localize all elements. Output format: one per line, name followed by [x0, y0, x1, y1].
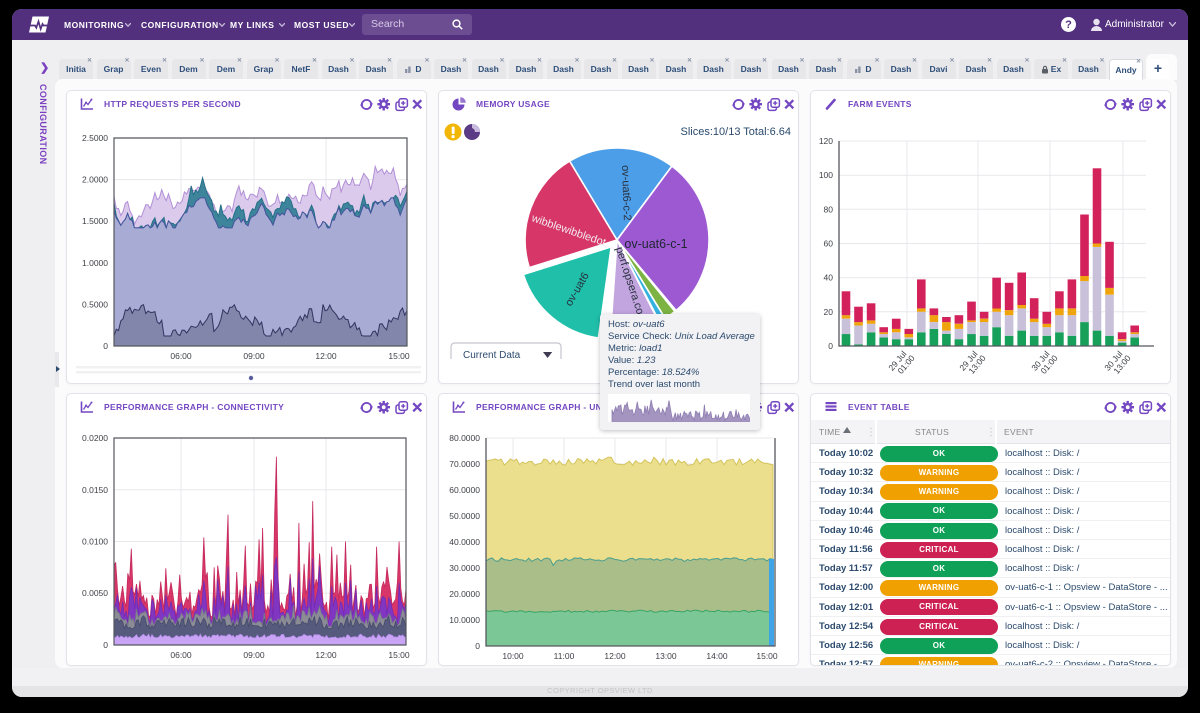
svg-text:40.0000: 40.0000	[449, 537, 480, 547]
svg-text:80.0000: 80.0000	[449, 433, 480, 443]
svg-text:70.0000: 70.0000	[449, 459, 480, 469]
svg-text:0: 0	[475, 641, 480, 651]
svg-text:1.5000: 1.5000	[82, 216, 108, 226]
svg-text:15:00: 15:00	[388, 351, 410, 361]
svg-text:09:00: 09:00	[243, 351, 265, 361]
svg-text:15:00: 15:00	[388, 650, 410, 660]
svg-text:ov-uat6-c-1: ov-uat6-c-1	[624, 237, 687, 251]
svg-text:11:00: 11:00	[554, 651, 575, 661]
svg-text:06:00: 06:00	[170, 650, 192, 660]
svg-text:12:00: 12:00	[604, 651, 626, 661]
svg-text:09:00: 09:00	[243, 650, 265, 660]
svg-text:ov-uat6-c-2: ov-uat6-c-2	[619, 165, 633, 221]
svg-text:0.0200: 0.0200	[82, 433, 108, 443]
svg-text:15:00: 15:00	[756, 651, 778, 661]
svg-text:1.0000: 1.0000	[82, 258, 108, 268]
svg-text:30.0000: 30.0000	[449, 563, 480, 573]
svg-text:40: 40	[824, 273, 834, 283]
svg-text:60.0000: 60.0000	[449, 485, 480, 495]
svg-text:14:00: 14:00	[706, 651, 728, 661]
svg-text:0: 0	[103, 341, 108, 351]
svg-text:10.0000: 10.0000	[449, 615, 480, 625]
svg-text:Slices:10/13 Total:6.64: Slices:10/13 Total:6.64	[681, 126, 791, 138]
svg-text:2.0000: 2.0000	[82, 175, 108, 185]
svg-text:10:00: 10:00	[502, 651, 524, 661]
svg-text:06:00: 06:00	[170, 351, 192, 361]
svg-text:13:00: 13:00	[655, 651, 677, 661]
svg-text:50.0000: 50.0000	[449, 511, 480, 521]
svg-text:120: 120	[819, 136, 833, 146]
svg-text:80: 80	[824, 204, 834, 214]
svg-text:0: 0	[103, 640, 108, 650]
svg-text:60: 60	[824, 239, 834, 249]
svg-text:12:00: 12:00	[315, 650, 337, 660]
svg-text:0.0150: 0.0150	[82, 485, 108, 495]
svg-text:12:00: 12:00	[315, 351, 337, 361]
svg-text:100: 100	[819, 170, 833, 180]
svg-text:20.0000: 20.0000	[449, 589, 480, 599]
svg-text:2.5000: 2.5000	[82, 133, 108, 143]
svg-text:0.0050: 0.0050	[82, 588, 108, 598]
svg-text:?: ?	[1065, 19, 1072, 31]
svg-text:0.0100: 0.0100	[82, 537, 108, 547]
svg-text:0.5000: 0.5000	[82, 299, 108, 309]
svg-text:Current Data: Current Data	[463, 350, 521, 359]
svg-text:0: 0	[828, 341, 833, 351]
svg-text:20: 20	[824, 307, 834, 317]
